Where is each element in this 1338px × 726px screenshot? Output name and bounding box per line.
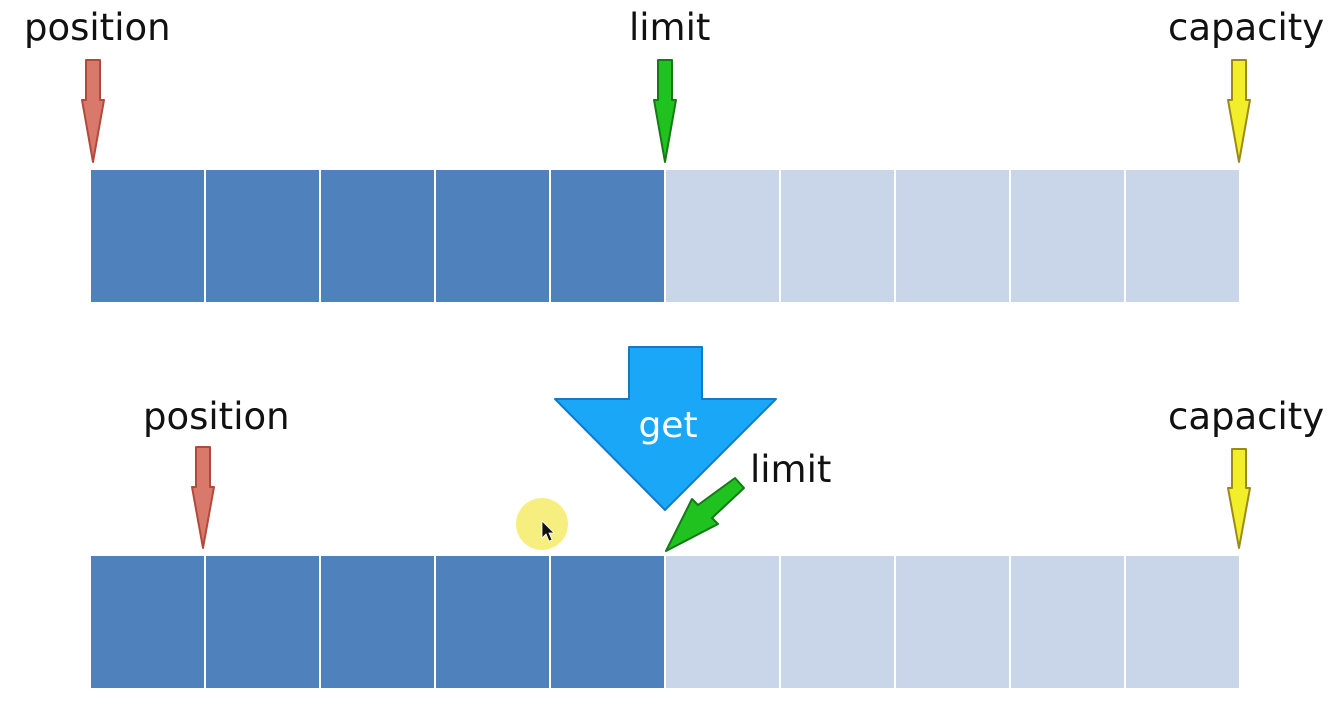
buffer-cell-empty [1124, 554, 1241, 690]
bottom-capacity-label: capacity [1168, 395, 1325, 438]
limit-arrow-icon [665, 477, 745, 552]
buffer-cell-empty [1009, 554, 1126, 690]
buffer-cell-filled [549, 554, 666, 690]
bottom-position-label: position [143, 395, 290, 438]
buffer-cell-filled [204, 168, 321, 304]
position-arrow-icon [81, 59, 105, 163]
bottom-buffer [89, 554, 1241, 690]
buffer-cell-empty [1124, 168, 1241, 304]
buffer-cell-filled [434, 168, 551, 304]
buffer-cell-empty [779, 168, 896, 304]
buffer-cell-empty [894, 554, 1011, 690]
position-arrow-icon [191, 446, 215, 549]
buffer-cell-filled [89, 554, 206, 690]
buffer-cell-filled [549, 168, 666, 304]
buffer-cell-filled [434, 554, 551, 690]
buffer-cell-filled [204, 554, 321, 690]
buffer-cell-empty [1009, 168, 1126, 304]
buffer-cell-filled [319, 554, 436, 690]
buffer-cell-empty [779, 554, 896, 690]
mouse-cursor-icon [541, 520, 555, 542]
limit-arrow-icon [653, 59, 677, 163]
get-arrow-icon [554, 346, 777, 511]
get-label: get [638, 405, 697, 446]
capacity-arrow-icon [1227, 59, 1251, 163]
capacity-arrow-icon [1227, 448, 1251, 549]
buffer-cell-empty [664, 168, 781, 304]
buffer-cell-empty [894, 168, 1011, 304]
buffer-cell-filled [319, 168, 436, 304]
buffer-cell-empty [664, 554, 781, 690]
top-capacity-label: capacity [1168, 6, 1325, 49]
top-position-label: position [24, 6, 171, 49]
top-limit-label: limit [629, 6, 711, 49]
top-buffer [89, 168, 1241, 304]
buffer-cell-filled [89, 168, 206, 304]
bottom-limit-label: limit [750, 448, 832, 491]
